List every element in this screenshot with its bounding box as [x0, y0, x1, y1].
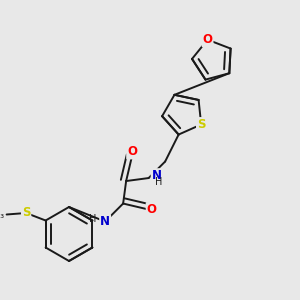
- Text: H: H: [155, 177, 163, 187]
- Text: N: N: [100, 215, 110, 228]
- Text: O: O: [147, 203, 157, 216]
- Text: CH₃: CH₃: [0, 209, 5, 220]
- Text: N: N: [152, 169, 162, 182]
- Text: H: H: [89, 214, 97, 224]
- Text: S: S: [197, 118, 206, 131]
- Text: O: O: [127, 146, 137, 158]
- Text: O: O: [202, 33, 213, 46]
- Text: S: S: [22, 206, 30, 220]
